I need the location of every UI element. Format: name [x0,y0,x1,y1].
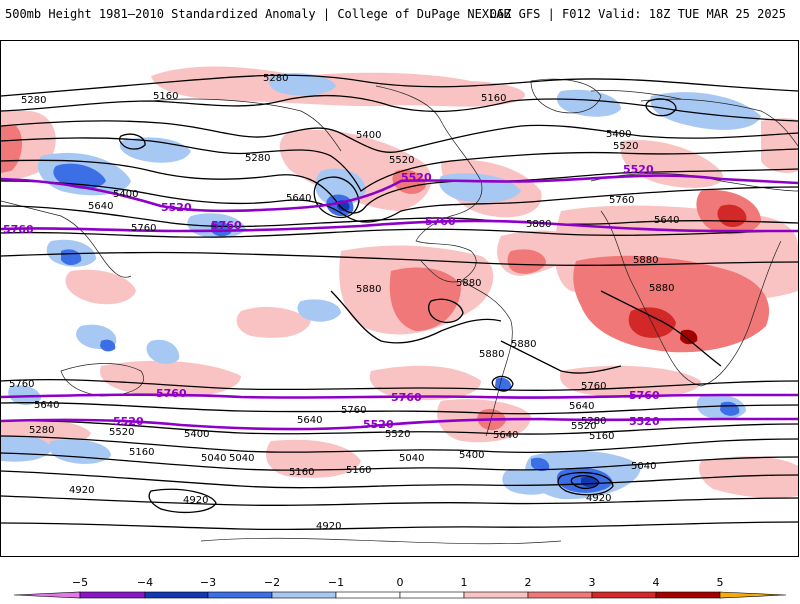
model-run-info: 06Z GFS | F012 Valid: 18Z TUE MAR 25 202… [489,7,786,21]
map-title: 500mb Height 1981–2010 Standardized Anom… [5,7,511,21]
colorbar-swatch [463,591,529,599]
contour-label: 5040 [201,453,226,464]
colorbar-tick: −5 [72,576,88,589]
colorbar-tick: 5 [717,576,724,589]
contour-label: 5880 [511,339,536,350]
map-panel[interactable]: 5280 5160 5400 5280 5520 5400 5640 5520 … [0,40,799,557]
colorbar-swatch [527,591,593,599]
contour-label: 5160 [346,465,371,476]
contour-label: 5400 [459,450,484,461]
contour-label: 5400 [356,130,381,141]
contour-label: 5640 [286,193,311,204]
contour-label: 5880 [456,278,481,289]
contour-label: 5880 [479,349,504,360]
contour-label: 5400 [606,129,631,140]
contour-label: 5880 [649,283,674,294]
contour-label: 5400 [113,189,138,200]
colorbar-tick: −2 [264,576,280,589]
contour-label: 5520 [571,421,596,432]
contour-label: 5640 [297,415,322,426]
contour-label: 5640 [493,430,518,441]
colorbar-tick: 4 [653,576,660,589]
purple-contour-label: 5520 [401,171,432,184]
purple-contour-label: 5520 [161,201,192,214]
contour-label: 5520 [109,427,134,438]
contour-label: 5640 [34,400,59,411]
contour-label: 5160 [289,467,314,478]
contour-label: 5760 [9,379,34,390]
contour-label: 5280 [245,153,270,164]
colorbar-swatch [144,591,209,599]
colorbar-swatch [399,591,465,599]
colorbar-tick: −1 [328,576,344,589]
colorbar-svg: −5 −4 −3 −2 −1 0 1 2 3 4 5 [13,576,787,599]
contour-label: 5760 [341,405,366,416]
highlighted-contours [1,174,798,431]
contour-label: 5040 [399,453,424,464]
contour-label: 5280 [29,425,54,436]
colorbar-tick: 1 [461,576,468,589]
purple-contour-label: 5760 [211,219,242,232]
contour-label: 5160 [481,93,506,104]
colorbar-ticks: −5 −4 −3 −2 −1 0 1 2 3 4 5 [72,576,724,589]
purple-contour-label: 5520 [623,163,654,176]
colorbar-swatch [79,591,146,599]
purple-contour-label: 5520 [629,415,660,428]
purple-contour-label: 5520 [363,418,394,431]
contour-label: 5520 [389,155,414,166]
colorbar-swatch [655,591,721,599]
colorbar-swatch [13,591,81,599]
header-bar: 500mb Height 1981–2010 Standardized Anom… [0,0,800,40]
contour-label: 5760 [581,381,606,392]
colorbar-swatch [591,591,657,599]
contour-labels: 5280 5160 5400 5280 5520 5400 5640 5520 … [9,73,679,532]
purple-contour-label: 5760 [3,223,34,236]
height-contours [1,74,798,531]
contour-label: 5040 [631,461,656,472]
purple-contour-label: 5760 [629,389,660,402]
contour-label: 5520 [385,429,410,440]
contour-label: 4920 [183,495,208,506]
contour-label: 5400 [184,429,209,440]
colorbar-tick: 3 [589,576,596,589]
contour-label: 5880 [356,284,381,295]
contour-label: 5880 [633,255,658,266]
purple-contour-label: 5520 [113,415,144,428]
contour-label: 5280 [21,95,46,106]
colorbar-tick: 2 [525,576,532,589]
colorbar-swatches [13,591,787,599]
colorbar-swatch [207,591,273,599]
contour-label: 5160 [153,91,178,102]
colorbar-tick: 0 [397,576,404,589]
anomaly-colorbar: −5 −4 −3 −2 −1 0 1 2 3 4 5 [0,560,800,600]
colorbar-swatch [335,591,401,599]
contour-label: 5640 [88,201,113,212]
contour-label: 5040 [229,453,254,464]
contour-label: 5280 [263,73,288,84]
contour-label: 4920 [316,521,341,532]
map-svg: 5280 5160 5400 5280 5520 5400 5640 5520 … [1,66,798,545]
purple-contour-label: 5760 [156,387,187,400]
highlight-labels: 5520 5760 5520 5760 5760 5520 5520 5760 … [3,163,660,431]
contour-label: 5760 [609,195,634,206]
colorbar-tick: −3 [200,576,216,589]
purple-contour-label: 5760 [391,391,422,404]
contour-label: 5520 [613,141,638,152]
contour-label: 5640 [569,401,594,412]
contour-label: 5160 [129,447,154,458]
contour-label: 4920 [69,485,94,496]
contour-label: 4920 [586,493,611,504]
colorbar-swatch [271,591,337,599]
colorbar-tick: −4 [137,576,153,589]
contour-label: 5280 [581,416,606,427]
contour-label: 5760 [131,223,156,234]
contour-label: 5880 [526,219,551,230]
colorbar-swatch [719,591,787,599]
purple-contour-label: 5760 [425,215,456,228]
contour-label: 5640 [654,215,679,226]
contour-label: 5160 [589,431,614,442]
